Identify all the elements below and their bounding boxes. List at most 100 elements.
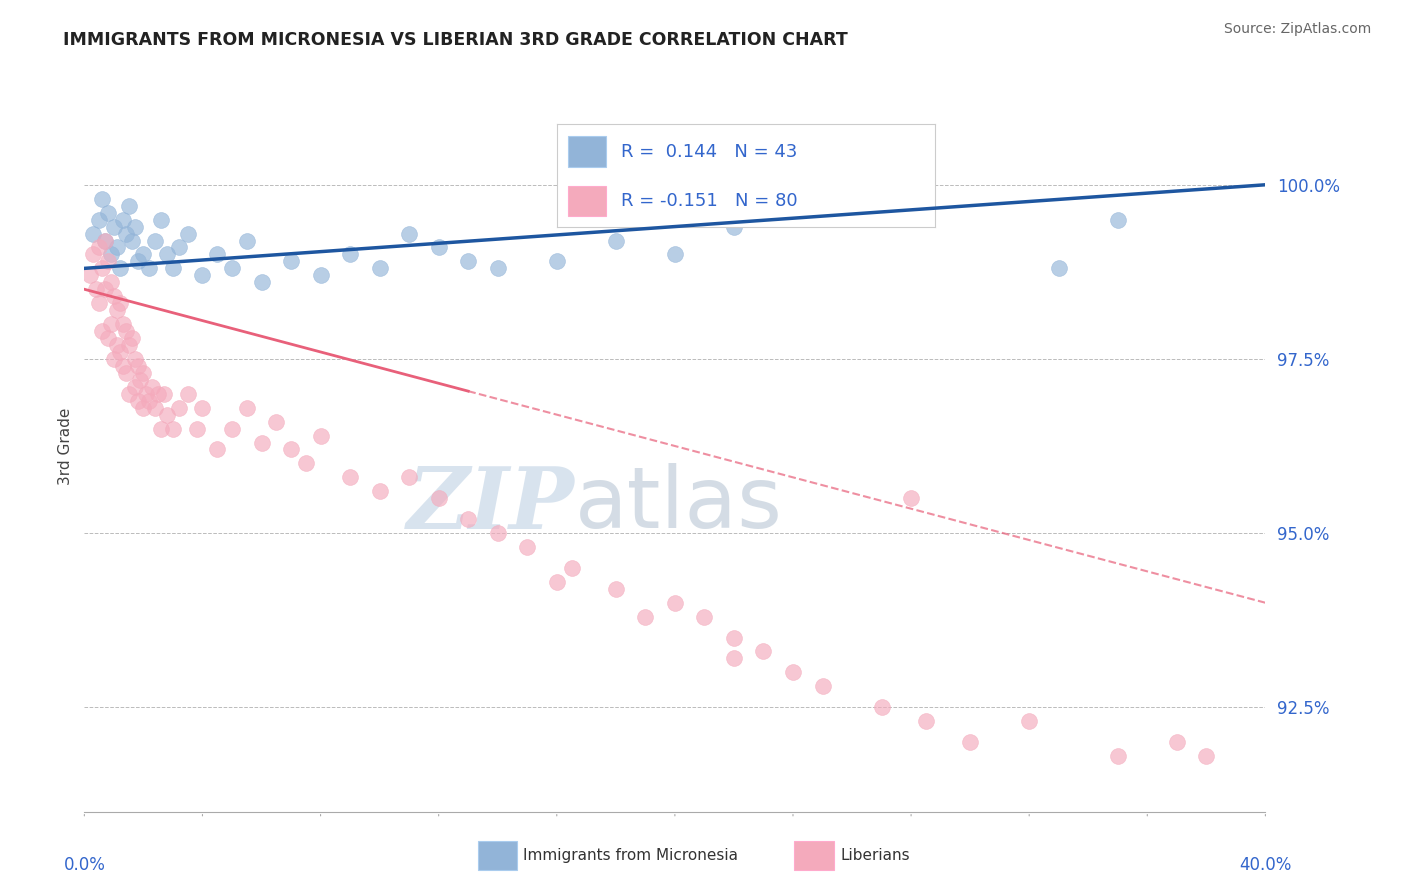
Point [150, 421, 173, 435]
Point [143, 234, 166, 248]
Point [191, 268, 214, 283]
Point [605, 582, 627, 596]
Text: 40.0%: 40.0% [1239, 855, 1292, 873]
Point [127, 254, 149, 268]
Text: 0.0%: 0.0% [63, 855, 105, 873]
Point [129, 373, 152, 387]
Point [605, 234, 627, 248]
Point [546, 574, 568, 589]
Point [111, 317, 134, 331]
Point [959, 735, 981, 749]
Point [94, 282, 117, 296]
Point [368, 261, 391, 276]
Point [634, 609, 657, 624]
Point [664, 247, 686, 261]
Point [398, 470, 420, 484]
Point [486, 526, 509, 541]
Y-axis label: 3rd Grade: 3rd Grade [58, 408, 73, 484]
Point [97, 254, 120, 268]
Point [108, 296, 131, 310]
Point [118, 199, 141, 213]
Point [900, 205, 922, 219]
Point [162, 261, 184, 276]
Point [486, 261, 509, 276]
Point [207, 442, 229, 457]
Point [457, 254, 479, 268]
Point [141, 380, 163, 394]
Point [79, 268, 101, 283]
Point [121, 331, 143, 345]
Point [94, 234, 117, 248]
Point [132, 366, 155, 380]
Point [127, 359, 149, 373]
Point [516, 540, 538, 554]
Point [153, 386, 176, 401]
Point [546, 254, 568, 268]
Point [1047, 261, 1070, 276]
Point [87, 212, 111, 227]
Point [132, 401, 155, 415]
Point [108, 345, 131, 359]
Point [309, 268, 332, 283]
Point [1107, 212, 1129, 227]
Point [811, 679, 834, 693]
Point [221, 421, 243, 435]
Point [103, 351, 125, 366]
Point [105, 303, 128, 318]
Point [186, 421, 208, 435]
Point [91, 324, 114, 338]
Text: ZIP: ZIP [406, 463, 575, 546]
Point [124, 351, 146, 366]
Point [103, 289, 125, 303]
Point [138, 393, 160, 408]
Point [114, 324, 136, 338]
Point [398, 227, 420, 241]
Point [121, 234, 143, 248]
Point [100, 275, 122, 289]
Text: Source: ZipAtlas.com: Source: ZipAtlas.com [1223, 22, 1371, 37]
Point [124, 380, 146, 394]
Point [87, 240, 111, 254]
Point [108, 261, 131, 276]
Point [87, 296, 111, 310]
Point [1195, 749, 1218, 764]
Point [309, 428, 332, 442]
Point [915, 714, 938, 728]
Text: Liberians: Liberians [841, 848, 911, 863]
Point [221, 261, 243, 276]
Point [280, 254, 302, 268]
Point [339, 470, 361, 484]
Point [135, 386, 157, 401]
Point [207, 247, 229, 261]
Point [723, 651, 745, 665]
Point [82, 247, 104, 261]
Point [280, 442, 302, 457]
Point [156, 247, 179, 261]
Point [97, 205, 120, 219]
Point [100, 247, 122, 261]
Text: IMMIGRANTS FROM MICRONESIA VS LIBERIAN 3RD GRADE CORRELATION CHART: IMMIGRANTS FROM MICRONESIA VS LIBERIAN 3… [63, 31, 848, 49]
Text: atlas: atlas [575, 463, 783, 546]
Point [150, 212, 173, 227]
Point [250, 435, 273, 450]
Point [339, 247, 361, 261]
Point [723, 219, 745, 234]
Point [427, 240, 450, 254]
Point [457, 512, 479, 526]
Point [103, 219, 125, 234]
Point [105, 240, 128, 254]
Point [167, 401, 190, 415]
Point [143, 401, 166, 415]
Point [91, 192, 114, 206]
Point [177, 227, 200, 241]
Point [427, 491, 450, 506]
Point [782, 665, 804, 680]
Point [111, 212, 134, 227]
Point [105, 338, 128, 352]
Point [84, 282, 107, 296]
Point [236, 401, 259, 415]
Point [368, 484, 391, 499]
Point [1166, 735, 1188, 749]
Point [132, 247, 155, 261]
Point [148, 386, 170, 401]
